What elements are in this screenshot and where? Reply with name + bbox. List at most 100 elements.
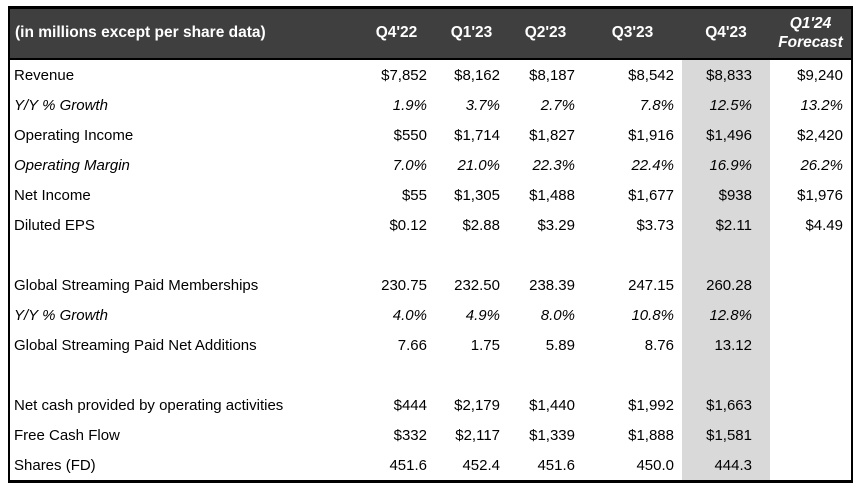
row-label: Shares (FD): [14, 456, 96, 474]
cell-value: [770, 270, 851, 300]
table-row: Net cash provided by operating activitie…: [10, 390, 851, 420]
cell-value: $3.29: [537, 216, 575, 234]
cell-value: $9,240: [797, 66, 843, 84]
row-label: Global Streaming Paid Net Additions: [14, 336, 257, 354]
cell-value: $8,162: [454, 66, 500, 84]
cell-value: [770, 330, 851, 360]
cell-value: 3.7%: [465, 96, 500, 114]
cell-value: $1,663: [682, 390, 770, 420]
column-header-q2-23: Q2'23: [524, 24, 567, 42]
table-row: Operating Margin 7.0% 21.0% 22.3% 22.4% 16.9%…: [10, 150, 851, 180]
cell-value: [358, 360, 435, 390]
cell-value: 16.9%: [682, 150, 770, 180]
cell-value: [770, 420, 851, 450]
cell-value: [770, 240, 851, 270]
table-body: Revenue $7,852 $8,162 $8,187 $8,542 $8,833 $9,…: [10, 60, 851, 480]
cell-value: 7.0%: [392, 156, 427, 174]
cell-value: 8.0%: [540, 306, 575, 324]
table-row: Operating Income $550 $1,714 $1,827 $1,916 $1…: [10, 120, 851, 150]
cell-value: $1,976: [797, 186, 843, 204]
cell-value: $1,339: [529, 426, 575, 444]
table-row: Net Income $55 $1,305 $1,488 $1,677 $938 $1,97…: [10, 180, 851, 210]
cell-value: 7.8%: [639, 96, 674, 114]
cell-value: $2,179: [454, 396, 500, 414]
cell-value: $7,852: [381, 66, 427, 84]
spacer-row: [10, 360, 851, 390]
cell-value: $1,581: [682, 420, 770, 450]
cell-value: 4.9%: [465, 306, 500, 324]
cell-value: [583, 360, 682, 390]
cell-value: 22.3%: [532, 156, 575, 174]
cell-value: 26.2%: [800, 156, 843, 174]
cell-value: $3.73: [636, 216, 674, 234]
cell-value: $2.11: [682, 210, 770, 240]
cell-value: 12.8%: [682, 300, 770, 330]
cell-value: [508, 240, 583, 270]
cell-value: [435, 360, 508, 390]
cell-value: $8,187: [529, 66, 575, 84]
cell-value: $550: [393, 126, 427, 144]
cell-value: 12.5%: [682, 90, 770, 120]
table: (in millions except per share data) Q4'2…: [8, 6, 853, 483]
cell-value: 232.50: [454, 276, 500, 294]
cell-value: 260.28: [682, 270, 770, 300]
cell-value: [770, 390, 851, 420]
cell-value: [770, 360, 851, 390]
row-label: Diluted EPS: [14, 216, 95, 234]
cell-value: 238.39: [529, 276, 575, 294]
cell-value: $444: [393, 396, 427, 414]
column-header-q4-22: Q4'22: [375, 24, 418, 42]
cell-value: $1,677: [628, 186, 674, 204]
cell-value: $1,496: [682, 120, 770, 150]
cell-value: $1,488: [529, 186, 575, 204]
cell-value: 1.9%: [392, 96, 427, 114]
cell-value: $8,542: [628, 66, 674, 84]
cell-value: $1,827: [529, 126, 575, 144]
row-label: [10, 240, 358, 270]
cell-value: $1,305: [454, 186, 500, 204]
cell-value: $1,992: [628, 396, 674, 414]
row-label: Revenue: [14, 66, 75, 84]
column-header-q1-24-forecast: Q1'24 Forecast: [778, 14, 843, 51]
row-label: Y/Y % Growth: [14, 96, 108, 114]
cell-value: $1,916: [628, 126, 674, 144]
table-row: Y/Y % Growth 1.9% 3.7% 2.7% 7.8% 12.5% 13.2%: [10, 90, 851, 120]
table-header-row: (in millions except per share data) Q4'2…: [10, 9, 851, 60]
cell-value: [770, 300, 851, 330]
cell-value: [682, 240, 770, 270]
row-label: Operating Margin: [14, 156, 130, 174]
cell-value: [508, 360, 583, 390]
cell-value: [682, 360, 770, 390]
row-label: Free Cash Flow: [14, 426, 120, 444]
column-header-q3-23: Q3'23: [611, 24, 654, 42]
cell-value: $1,714: [454, 126, 500, 144]
cell-value: [770, 450, 851, 480]
cell-value: [435, 240, 508, 270]
column-header-q4-23: Q4'23: [705, 24, 747, 42]
row-label: Net cash provided by operating activitie…: [14, 396, 284, 414]
cell-value: 452.4: [462, 456, 500, 474]
cell-value: 21.0%: [457, 156, 500, 174]
cell-value: 7.66: [397, 336, 427, 354]
spacer-row: [10, 240, 851, 270]
cell-value: $332: [393, 426, 427, 444]
cell-value: 13.2%: [800, 96, 843, 114]
cell-value: [583, 240, 682, 270]
table-row: Global Streaming Paid Net Additions 7.66 1…: [10, 330, 851, 360]
cell-value: 444.3: [682, 450, 770, 480]
cell-value: 451.6: [389, 456, 427, 474]
cell-value: 10.8%: [631, 306, 674, 324]
cell-value: 230.75: [381, 276, 427, 294]
cell-value: $1,888: [628, 426, 674, 444]
table-row: Y/Y % Growth 4.0% 4.9% 8.0% 10.8% 12.8%: [10, 300, 851, 330]
table-row: Shares (FD) 451.6 452.4 451.6 450.0 444.3: [10, 450, 851, 480]
table-row: Diluted EPS $0.12 $2.88 $3.29 $3.73 $2.11 $4.4…: [10, 210, 851, 240]
cell-value: 247.15: [628, 276, 674, 294]
row-label: Y/Y % Growth: [14, 306, 108, 324]
column-header-q1-23: Q1'23: [450, 24, 493, 42]
cell-value: $0.12: [389, 216, 427, 234]
cell-value: $55: [401, 186, 427, 204]
financial-table: (in millions except per share data) Q4'2…: [8, 6, 853, 483]
cell-value: 22.4%: [631, 156, 674, 174]
cell-value: 1.75: [470, 336, 500, 354]
